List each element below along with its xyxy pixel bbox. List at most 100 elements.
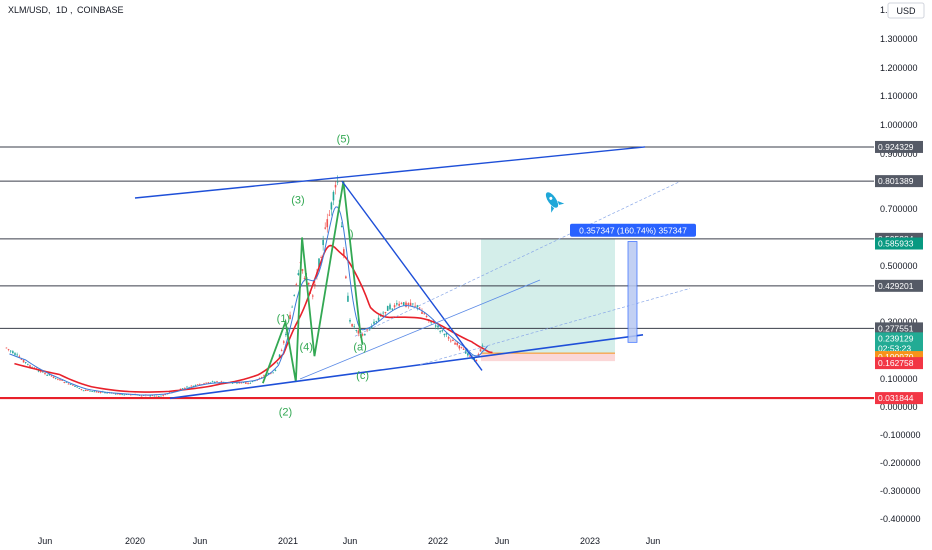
candle-body xyxy=(89,390,91,392)
candle-body xyxy=(179,388,182,390)
candle-body xyxy=(452,339,454,342)
candle-body xyxy=(24,362,27,363)
candle-body xyxy=(186,386,188,388)
candle-body xyxy=(285,333,287,336)
candle-body xyxy=(211,381,214,383)
elliott-wave xyxy=(262,181,364,384)
candle-body xyxy=(475,359,478,362)
candle-body xyxy=(386,306,389,311)
candle-body xyxy=(18,356,21,358)
stop-zone xyxy=(481,353,615,362)
x-tick-label: 2021 xyxy=(278,536,298,546)
candle-body xyxy=(267,372,270,375)
candle-body xyxy=(320,257,322,258)
candle-body xyxy=(289,314,291,320)
level-tag-bg xyxy=(875,279,923,292)
candle-body xyxy=(80,389,83,390)
level-tag-bg xyxy=(875,140,923,153)
title-sep-2: , xyxy=(70,5,73,15)
candle-body xyxy=(61,380,63,381)
descending-trendline xyxy=(341,180,483,371)
candle-body xyxy=(84,389,87,392)
target-tag: 0.585933 xyxy=(878,239,914,249)
candle-body xyxy=(423,313,426,315)
candle-body xyxy=(106,392,108,394)
candle-body xyxy=(245,382,247,384)
candle-body xyxy=(198,383,201,385)
wave-label: (2) xyxy=(279,406,292,418)
candle-body xyxy=(334,184,337,188)
candle-body xyxy=(349,319,351,322)
dashed-channel-lower xyxy=(419,288,691,366)
candle-body xyxy=(416,305,419,308)
candle-body xyxy=(7,349,10,350)
candle-body xyxy=(340,225,343,228)
candle-body xyxy=(443,333,446,336)
rocket-fins xyxy=(551,200,565,213)
candle-body xyxy=(194,384,197,386)
candle-body xyxy=(458,345,461,349)
candle-body xyxy=(460,347,463,348)
measure-tool[interactable] xyxy=(627,241,638,343)
candle-body xyxy=(347,295,349,302)
x-tick-label: Jun xyxy=(646,536,661,546)
price-axis[interactable]: 1.4000001.3000001.2000001.1000001.000000… xyxy=(875,5,923,524)
candle-body xyxy=(162,394,164,396)
last-price-tag: 0.239129 xyxy=(878,333,914,343)
candle-body xyxy=(123,394,126,396)
wave-label: (5) xyxy=(337,133,350,145)
candle-body xyxy=(377,317,380,321)
candle-body xyxy=(117,393,119,395)
candle-body xyxy=(57,378,59,380)
candle-body xyxy=(158,396,160,397)
candle-body xyxy=(297,273,300,275)
level-tag-bg xyxy=(875,322,923,335)
candle-body xyxy=(375,321,378,322)
candle-body xyxy=(238,382,240,384)
candle-body xyxy=(72,384,74,386)
candle-body xyxy=(467,353,469,356)
candle-body xyxy=(355,330,358,331)
candle-body xyxy=(91,391,93,392)
candle-body xyxy=(149,395,152,397)
currency-badge[interactable] xyxy=(887,2,925,19)
candle-body xyxy=(364,334,366,336)
level-tag: 0.429201 xyxy=(878,281,914,291)
candle-body xyxy=(391,308,394,310)
candle-body xyxy=(129,394,132,396)
candle-body xyxy=(207,382,210,384)
symbol-exchange: COINBASE xyxy=(77,5,124,15)
measure-label-bg xyxy=(570,223,696,237)
candle-body xyxy=(251,381,254,383)
candle-body xyxy=(481,345,484,347)
candle-body xyxy=(402,302,405,306)
candle-body xyxy=(332,191,335,201)
candle-body xyxy=(22,359,25,363)
candle-body xyxy=(336,181,339,183)
candle-body xyxy=(192,385,195,387)
candle-body xyxy=(307,282,310,285)
x-tick-label: Jun xyxy=(38,536,53,546)
countdown-tag: 02:53:23 xyxy=(878,343,911,353)
candle-body xyxy=(276,362,279,364)
candle-body xyxy=(140,395,143,397)
y-tick-label: 1.100000 xyxy=(880,91,918,101)
candle-body xyxy=(247,382,249,384)
candle-body xyxy=(50,375,53,377)
candle-body xyxy=(46,375,48,376)
candle-body xyxy=(274,369,277,371)
candle-body xyxy=(447,337,450,339)
candle-body xyxy=(293,295,295,296)
candle-body xyxy=(396,303,398,305)
candle-body xyxy=(462,348,465,350)
candle-body xyxy=(181,388,184,389)
candle-body xyxy=(479,349,482,352)
x-tick-label: 2022 xyxy=(428,536,448,546)
candle-body xyxy=(142,395,145,396)
plot-area[interactable]: 0.357347 (160.74%) 357347 (1) (2) (3) (4) (5)… xyxy=(0,133,874,418)
time-axis[interactable]: Jun 2020 Jun 2021 Jun 2022 Jun 2023 Jun xyxy=(38,536,661,546)
candle-body xyxy=(368,329,371,331)
candle-body xyxy=(469,355,471,357)
